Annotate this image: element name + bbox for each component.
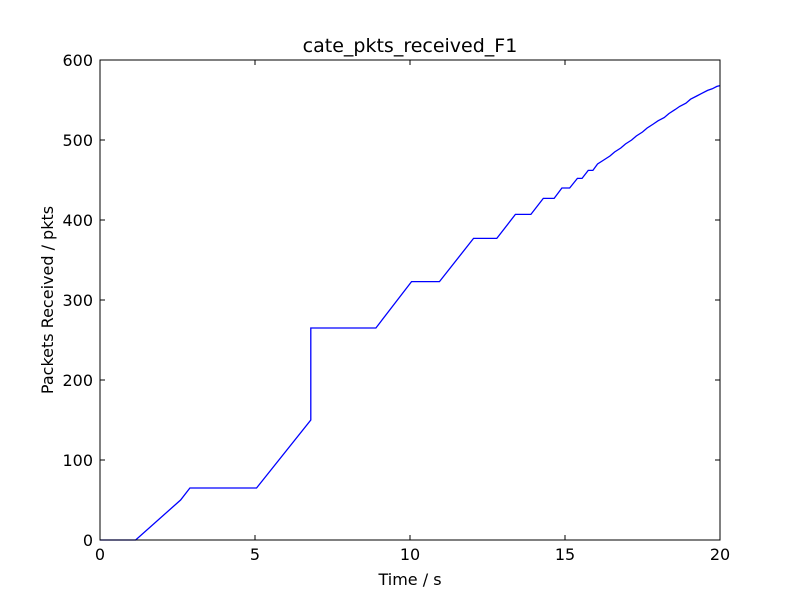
y-tick-label: 100: [62, 451, 93, 470]
y-tick-label: 300: [62, 291, 93, 310]
x-tick-label: 0: [95, 545, 105, 564]
x-tick-label: 15: [555, 545, 575, 564]
y-tick-label: 600: [62, 51, 93, 70]
y-tick-label: 0: [83, 531, 93, 550]
series-line: [100, 84, 721, 541]
plot-frame: [99, 59, 721, 541]
x-tick-label: 20: [710, 545, 730, 564]
y-tick-label: 400: [62, 211, 93, 230]
chart-title: cate_pkts_received_F1: [303, 35, 518, 57]
y-tick-label: 500: [62, 131, 93, 150]
x-tick-label: 5: [250, 545, 260, 564]
y-axis-title: Packets Received / pkts: [38, 206, 57, 394]
x-axis-title: Time / s: [377, 570, 441, 589]
series-layer: [100, 84, 721, 541]
x-tick-label: 10: [400, 545, 420, 564]
y-tick-label: 200: [62, 371, 93, 390]
